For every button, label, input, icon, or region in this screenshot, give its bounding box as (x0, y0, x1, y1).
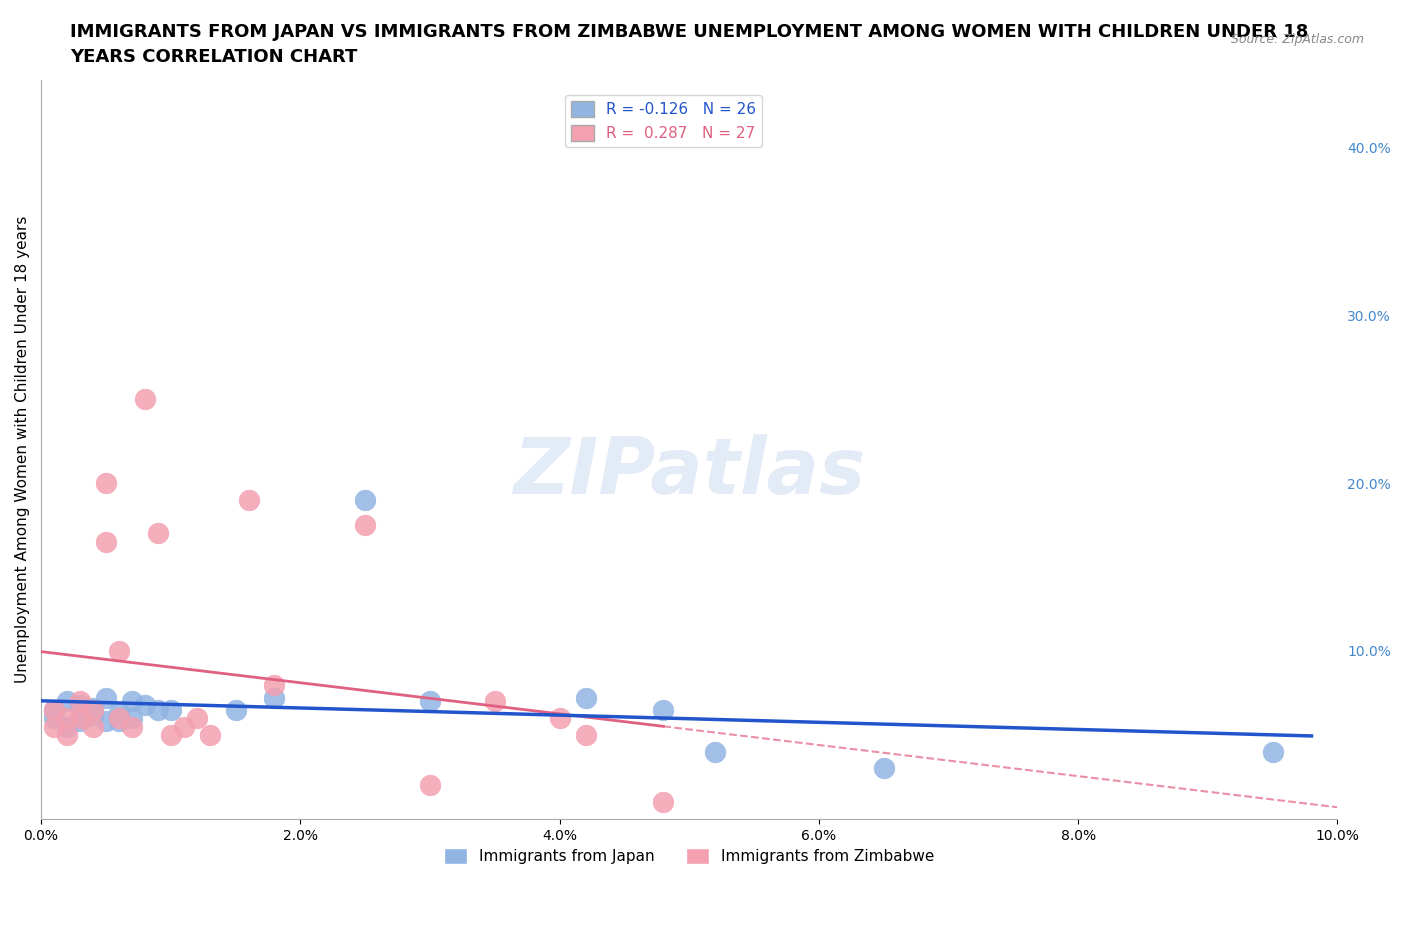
Point (354, 518, 377, 533)
Point (419, 694, 441, 709)
Text: Source: ZipAtlas.com: Source: ZipAtlas.com (1230, 33, 1364, 46)
Y-axis label: Unemployment Among Women with Children Under 18 years: Unemployment Among Women with Children U… (15, 216, 30, 684)
Point (704, 744, 727, 759)
Point (82, 702, 104, 717)
Point (146, 702, 169, 717)
Point (121, 694, 143, 709)
Point (82, 700, 104, 715)
Point (69, 714, 91, 729)
Point (173, 719, 195, 734)
Point (134, 698, 156, 712)
Point (121, 719, 143, 734)
Point (159, 702, 181, 717)
Point (94, 714, 117, 729)
Point (354, 492, 377, 507)
Point (873, 761, 896, 776)
Point (238, 492, 260, 507)
Point (146, 526, 169, 541)
Point (94, 535, 117, 550)
Point (82, 708, 104, 723)
Point (652, 702, 675, 717)
Point (198, 727, 221, 742)
Point (134, 392, 156, 406)
Point (1261, 744, 1284, 759)
Point (419, 777, 441, 792)
Point (108, 644, 131, 658)
Text: ZIPatlas: ZIPatlas (513, 433, 865, 510)
Point (82, 719, 104, 734)
Point (652, 794, 675, 809)
Point (42, 711, 65, 725)
Point (263, 677, 285, 692)
Point (69, 694, 91, 709)
Point (42, 702, 65, 717)
Point (56, 694, 79, 709)
Point (56, 711, 79, 725)
Point (159, 727, 181, 742)
Point (108, 706, 131, 721)
Point (225, 702, 247, 717)
Point (108, 711, 131, 725)
Text: IMMIGRANTS FROM JAPAN VS IMMIGRANTS FROM ZIMBABWE UNEMPLOYMENT AMONG WOMEN WITH : IMMIGRANTS FROM JAPAN VS IMMIGRANTS FROM… (70, 23, 1309, 41)
Point (574, 690, 596, 705)
Point (42, 719, 65, 734)
Point (69, 698, 91, 712)
Point (69, 711, 91, 725)
Point (56, 719, 79, 734)
Point (186, 711, 208, 725)
Point (121, 711, 143, 725)
Point (42, 702, 65, 717)
Legend: Immigrants from Japan, Immigrants from Zimbabwe: Immigrants from Japan, Immigrants from Z… (439, 842, 941, 870)
Point (94, 475, 117, 490)
Text: YEARS CORRELATION CHART: YEARS CORRELATION CHART (70, 48, 357, 66)
Point (94, 690, 117, 705)
Point (56, 727, 79, 742)
Point (484, 694, 506, 709)
Point (108, 714, 131, 729)
Point (548, 711, 571, 725)
Point (574, 727, 596, 742)
Point (263, 690, 285, 705)
